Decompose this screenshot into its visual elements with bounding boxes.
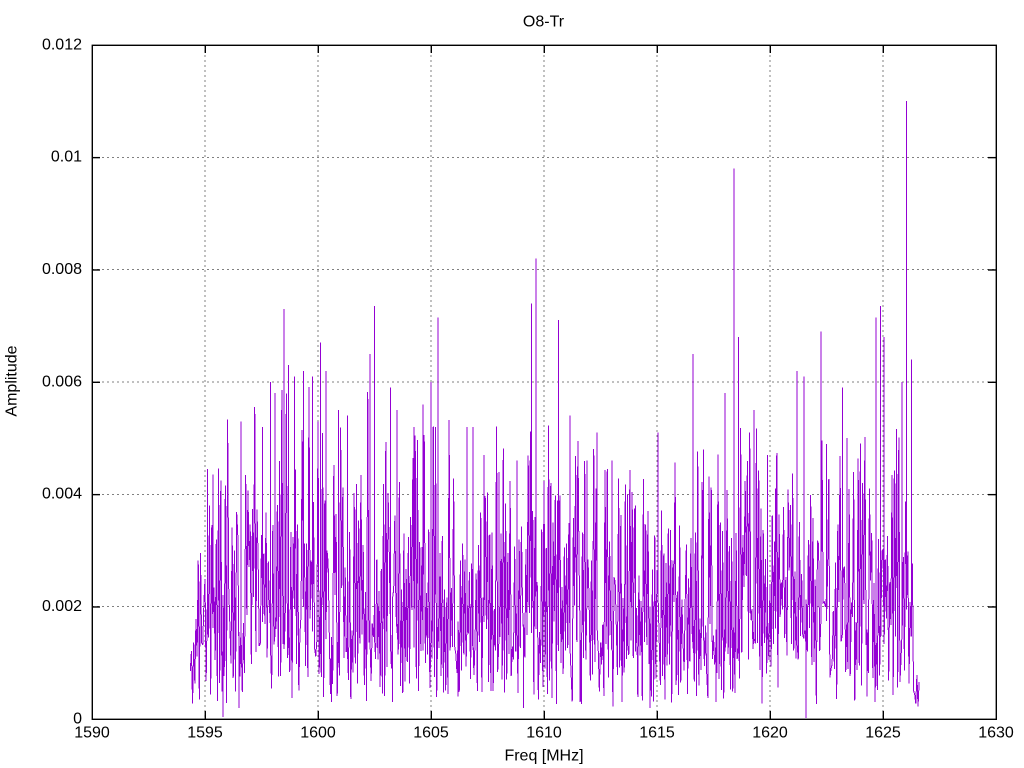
- svg-text:1630: 1630: [978, 725, 1014, 742]
- svg-text:0.012: 0.012: [42, 36, 82, 53]
- svg-text:1625: 1625: [865, 725, 901, 742]
- svg-text:0.008: 0.008: [42, 261, 82, 278]
- svg-text:1605: 1605: [413, 725, 449, 742]
- svg-text:0.004: 0.004: [42, 486, 82, 503]
- svg-text:0.006: 0.006: [42, 373, 82, 390]
- svg-text:0.01: 0.01: [51, 149, 82, 166]
- svg-text:Freq [MHz]: Freq [MHz]: [504, 748, 583, 765]
- svg-text:0: 0: [73, 710, 82, 727]
- svg-text:1615: 1615: [639, 725, 675, 742]
- svg-text:1590: 1590: [74, 725, 110, 742]
- svg-text:1595: 1595: [187, 725, 223, 742]
- svg-text:1600: 1600: [300, 725, 336, 742]
- svg-text:Amplitude: Amplitude: [4, 345, 21, 416]
- svg-text:1610: 1610: [526, 725, 562, 742]
- svg-text:0.002: 0.002: [42, 598, 82, 615]
- svg-text:O8-Tr: O8-Tr: [523, 14, 565, 31]
- svg-text:1620: 1620: [752, 725, 788, 742]
